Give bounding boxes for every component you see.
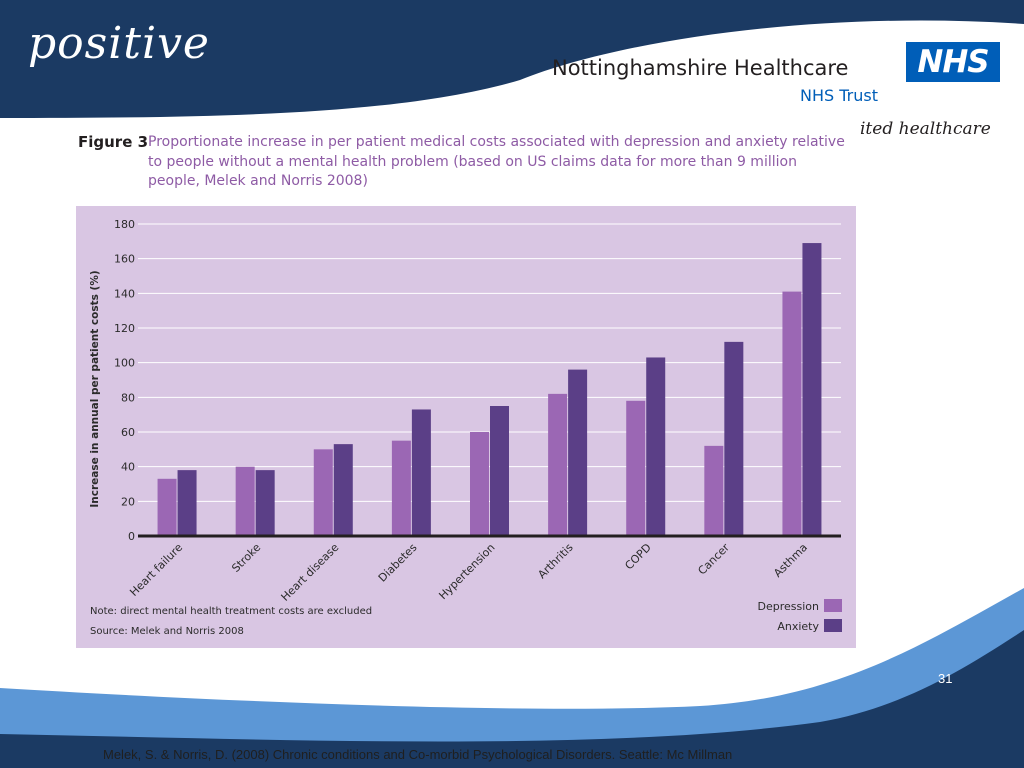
y-tick-label: 80 xyxy=(121,391,135,404)
bar-depression xyxy=(313,449,333,536)
bar-depression xyxy=(470,432,489,536)
bar-depression xyxy=(626,400,646,536)
y-tick-label: 20 xyxy=(121,495,135,508)
chart-source: Source: Melek and Norris 2008 xyxy=(90,626,244,637)
header-band xyxy=(0,0,1024,118)
gridlines xyxy=(138,223,841,502)
y-tick-label: 0 xyxy=(128,530,135,543)
y-tick-label: 180 xyxy=(114,218,135,231)
bar-anxiety xyxy=(255,470,275,536)
y-axis-label: Increase in annual per patient costs (%) xyxy=(89,270,101,507)
y-tick-label: 160 xyxy=(114,253,135,266)
footer-light-wave xyxy=(0,588,1024,768)
bar-anxiety xyxy=(646,357,666,536)
chart-note: Note: direct mental health treatment cos… xyxy=(90,606,372,617)
y-tick-label: 100 xyxy=(114,357,135,370)
bar-anxiety xyxy=(568,369,588,536)
bars xyxy=(157,243,822,537)
legend-label: Anxiety xyxy=(777,620,819,633)
legend-label: Depression xyxy=(758,600,820,613)
legend: Depression Anxiety xyxy=(758,599,842,633)
footer-dark-wave xyxy=(0,630,1024,768)
y-tick-label: 120 xyxy=(114,322,135,335)
org-subtitle: NHS Trust xyxy=(800,86,878,105)
bar-depression xyxy=(548,393,568,536)
y-tick-label: 140 xyxy=(114,287,135,300)
page-number: 31 xyxy=(938,671,953,686)
legend-swatch xyxy=(824,599,842,612)
bar-anxiety xyxy=(724,341,744,536)
positive-logo: positive xyxy=(28,18,210,69)
bar-anxiety xyxy=(490,406,509,536)
figure-label: Figure 3 xyxy=(78,133,149,151)
reference-footnote: Melek, S. & Norris, D. (2008) Chronic co… xyxy=(103,747,733,762)
tagline: ited healthcare xyxy=(860,119,991,139)
bar-depression xyxy=(704,445,724,536)
y-tick-labels: 0 20 40 60 80 100 120 140 160 180 xyxy=(114,218,135,543)
legend-swatch xyxy=(824,619,842,632)
nhs-logo: NHS xyxy=(906,42,1000,82)
bar-anxiety xyxy=(411,409,431,536)
y-tick-label: 40 xyxy=(121,461,135,474)
bar-anxiety xyxy=(333,444,353,536)
bar-depression xyxy=(391,440,411,536)
bar-depression xyxy=(235,466,255,536)
org-name: Nottinghamshire Healthcare xyxy=(552,56,849,80)
y-tick-label: 60 xyxy=(121,426,135,439)
bar-anxiety xyxy=(802,243,822,537)
bar-depression xyxy=(782,291,802,536)
bar-anxiety xyxy=(177,470,197,536)
figure-caption: Proportionate increase in per patient me… xyxy=(148,134,845,189)
bar-depression xyxy=(157,478,177,536)
